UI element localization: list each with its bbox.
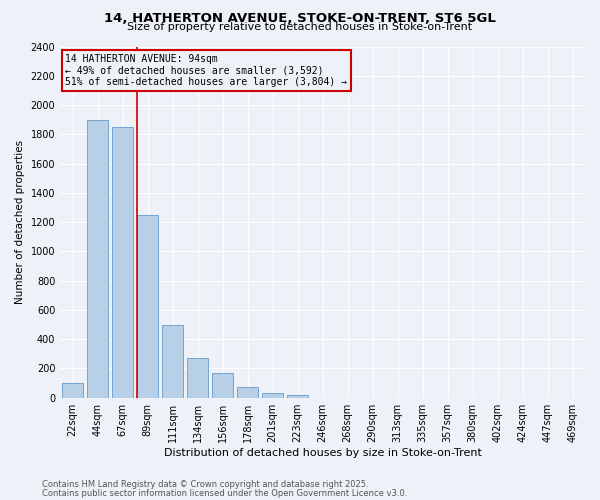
Bar [287,395,308,398]
Bar [262,394,283,398]
Text: 14, HATHERTON AVENUE, STOKE-ON-TRENT, ST6 5GL: 14, HATHERTON AVENUE, STOKE-ON-TRENT, ST… [104,12,496,26]
X-axis label: Distribution of detached houses by size in Stoke-on-Trent: Distribution of detached houses by size … [164,448,482,458]
Bar [187,358,208,398]
Text: Contains HM Land Registry data © Crown copyright and database right 2025.: Contains HM Land Registry data © Crown c… [42,480,368,489]
Bar [162,324,183,398]
Y-axis label: Number of detached properties: Number of detached properties [15,140,25,304]
Bar [87,120,108,398]
Bar [62,383,83,398]
Text: 14 HATHERTON AVENUE: 94sqm
← 49% of detached houses are smaller (3,592)
51% of s: 14 HATHERTON AVENUE: 94sqm ← 49% of deta… [65,54,347,86]
Text: Contains public sector information licensed under the Open Government Licence v3: Contains public sector information licen… [42,488,407,498]
Text: Size of property relative to detached houses in Stoke-on-Trent: Size of property relative to detached ho… [127,22,473,32]
Bar [212,373,233,398]
Bar [237,388,258,398]
Bar [112,127,133,398]
Bar [137,215,158,398]
